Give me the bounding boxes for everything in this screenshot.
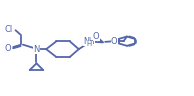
- Text: NH: NH: [84, 37, 95, 46]
- Text: Cl: Cl: [5, 25, 13, 34]
- Text: N: N: [33, 45, 40, 54]
- Text: O: O: [93, 32, 100, 41]
- Text: O: O: [111, 37, 118, 46]
- Text: O: O: [4, 44, 11, 53]
- Text: H: H: [87, 41, 92, 47]
